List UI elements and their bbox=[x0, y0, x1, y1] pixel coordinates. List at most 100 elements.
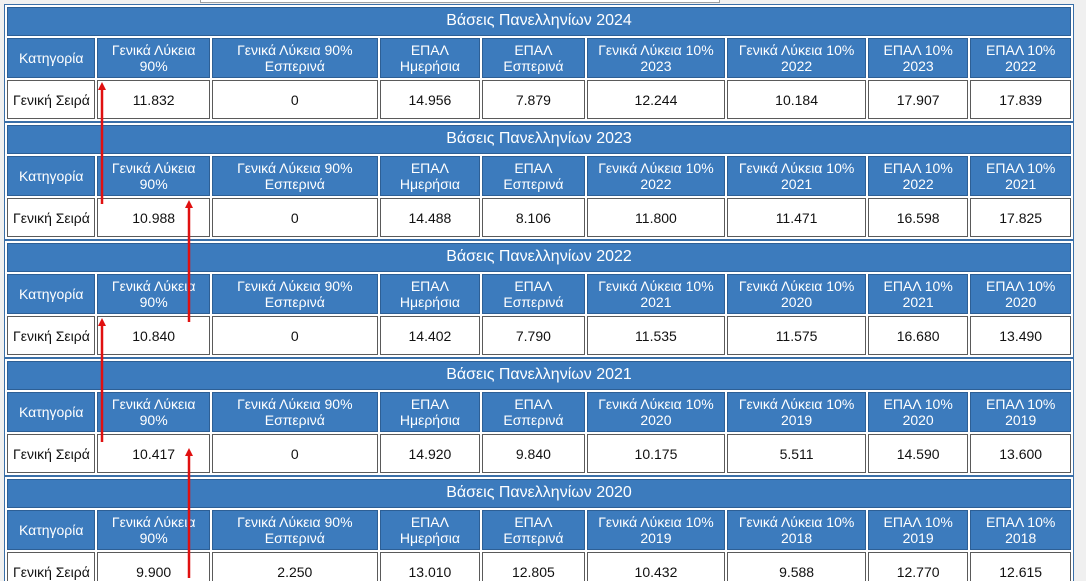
column-header: ΕΠΑΛ 10% 2020 bbox=[970, 273, 1071, 315]
value-cell: 10.432 bbox=[586, 552, 726, 581]
column-header-label: ΕΠΑΛ Ημερήσια bbox=[399, 277, 460, 310]
value-cell: 13.010 bbox=[379, 552, 481, 581]
category-cell: Γενική Σειρά bbox=[7, 316, 96, 355]
value-cell: 5.511 bbox=[727, 434, 866, 473]
column-header-year: 2021 bbox=[640, 293, 672, 310]
column-header-label: Γενικά Λύκεια 10% bbox=[738, 159, 855, 176]
column-header: Γενικά Λύκεια 90% Εσπερινά bbox=[211, 155, 378, 197]
column-header-label: ΕΠΑΛ Ημερήσια bbox=[399, 159, 460, 192]
column-header: ΕΠΑΛ 10% 2023 bbox=[867, 37, 969, 79]
value-cell: 7.879 bbox=[482, 80, 585, 119]
column-header: Γενικά Λύκεια 10% 2022 bbox=[727, 37, 866, 79]
column-header: ΕΠΑΛ 10% 2019 bbox=[970, 391, 1071, 433]
table-title: Βάσεις Πανελληνίων 2022 bbox=[7, 243, 1071, 272]
value-cell: 16.680 bbox=[867, 316, 969, 355]
table-row: Γενική Σειρά 11.832 0 14.956 7.879 12.244 10.1… bbox=[7, 80, 1071, 119]
column-header: ΕΠΑΛ 10% 2022 bbox=[970, 37, 1071, 79]
column-header: Γενικά Λύκεια 10% 2023 bbox=[586, 37, 726, 79]
value-cell: 11.832 bbox=[97, 80, 210, 119]
column-header: ΕΠΑΛ Ημερήσια bbox=[379, 273, 481, 315]
column-header-year: 2019 bbox=[902, 529, 934, 546]
value-cell: 17.839 bbox=[970, 80, 1071, 119]
column-header-label: Γενικά Λύκεια 90% bbox=[111, 395, 196, 428]
column-header-label: ΕΠΑΛ Εσπερινά bbox=[503, 159, 564, 192]
table-row: Γενική Σειρά 10.988 0 14.488 8.106 11.800 11.4… bbox=[7, 198, 1071, 237]
column-header-year: 2020 bbox=[781, 293, 813, 310]
value-cell: 13.490 bbox=[970, 316, 1071, 355]
column-header-year: 2023 bbox=[640, 57, 672, 74]
results-block: Βάσεις Πανελληνίων 2023 Κατηγορία Γενικά Λ… bbox=[4, 122, 1074, 240]
column-header-label: ΕΠΑΛ Εσπερινά bbox=[503, 277, 564, 310]
value-cell: 12.244 bbox=[586, 80, 726, 119]
value-cell: 8.106 bbox=[482, 198, 585, 237]
column-header-year: 2020 bbox=[902, 411, 934, 428]
column-header-label: ΕΠΑΛ 10% bbox=[986, 277, 1056, 294]
value-cell: 14.920 bbox=[379, 434, 481, 473]
value-cell: 16.598 bbox=[867, 198, 969, 237]
column-header: ΕΠΑΛ Ημερήσια bbox=[379, 509, 481, 551]
column-header-label: Γενικά Λύκεια 10% bbox=[598, 395, 714, 412]
column-header: ΕΠΑΛ 10% 2019 bbox=[867, 509, 969, 551]
column-header: Γενικά Λύκεια 10% 2022 bbox=[586, 155, 726, 197]
column-header-label: ΕΠΑΛ 10% bbox=[986, 41, 1056, 58]
column-header-year: 2019 bbox=[781, 411, 813, 428]
value-cell: 11.800 bbox=[586, 198, 726, 237]
results-block: Βάσεις Πανελληνίων 2021 Κατηγορία Γενικά Λ… bbox=[4, 358, 1074, 476]
value-cell: 11.575 bbox=[727, 316, 866, 355]
top-scroll-bar bbox=[200, 0, 720, 3]
column-header: Γενικά Λύκεια 90% bbox=[97, 391, 210, 433]
column-header-year: 2023 bbox=[902, 57, 934, 74]
value-cell: 10.840 bbox=[97, 316, 210, 355]
column-header: Κατηγορία bbox=[7, 155, 96, 197]
category-cell: Γενική Σειρά bbox=[7, 80, 96, 119]
category-cell: Γενική Σειρά bbox=[7, 434, 96, 473]
value-cell: 12.615 bbox=[970, 552, 1071, 581]
column-header-label: ΕΠΑΛ Ημερήσια bbox=[399, 41, 460, 74]
column-header-label: ΕΠΑΛ Εσπερινά bbox=[503, 41, 564, 74]
column-header-label: Γενικά Λύκεια 90% Εσπερινά bbox=[237, 513, 353, 546]
column-header-year: 2018 bbox=[1005, 529, 1037, 546]
column-header: Γενικά Λύκεια 90% bbox=[97, 509, 210, 551]
column-header-label: Γενικά Λύκεια 90% Εσπερινά bbox=[237, 395, 353, 428]
column-header-label: Γενικά Λύκεια 10% bbox=[738, 513, 855, 530]
column-header-label: ΕΠΑΛ Εσπερινά bbox=[503, 395, 564, 428]
value-cell: 0 bbox=[211, 198, 378, 237]
column-header-year: 2022 bbox=[781, 57, 813, 74]
value-cell: 14.488 bbox=[379, 198, 481, 237]
column-header-label: Κατηγορία bbox=[18, 49, 84, 66]
column-header: ΕΠΑΛ Εσπερινά bbox=[482, 37, 585, 79]
column-header-year: 2018 bbox=[781, 529, 813, 546]
category-cell: Γενική Σειρά bbox=[7, 552, 96, 581]
column-header-label: ΕΠΑΛ 10% bbox=[883, 159, 953, 176]
column-header-label: Γενικά Λύκεια 10% bbox=[738, 395, 855, 412]
column-header-label: Γενικά Λύκεια 90% bbox=[111, 41, 196, 74]
column-header-label: Γενικά Λύκεια 10% bbox=[738, 41, 855, 58]
column-header-year: 2021 bbox=[902, 293, 934, 310]
value-cell: 13.600 bbox=[970, 434, 1071, 473]
results-table: Βάσεις Πανελληνίων 2024 Κατηγορία Γενικά Λ… bbox=[5, 5, 1073, 121]
column-header-label: Κατηγορία bbox=[18, 285, 84, 302]
column-header: Κατηγορία bbox=[7, 509, 96, 551]
results-table: Βάσεις Πανελληνίων 2020 Κατηγορία Γενικά Λ… bbox=[5, 477, 1073, 581]
results-table: Βάσεις Πανελληνίων 2023 Κατηγορία Γενικά Λ… bbox=[5, 123, 1073, 239]
column-header: Γενικά Λύκεια 90% bbox=[97, 155, 210, 197]
column-header-year: 2019 bbox=[640, 529, 672, 546]
column-header-label: Γενικά Λύκεια 90% bbox=[111, 159, 196, 192]
table-row: Γενική Σειρά 10.840 0 14.402 7.790 11.535 11.5… bbox=[7, 316, 1071, 355]
column-header: ΕΠΑΛ Εσπερινά bbox=[482, 391, 585, 433]
results-block: Βάσεις Πανελληνίων 2024 Κατηγορία Γενικά Λ… bbox=[4, 4, 1074, 122]
value-cell: 10.175 bbox=[586, 434, 726, 473]
column-header-label: ΕΠΑΛ 10% bbox=[986, 159, 1056, 176]
column-header-label: Κατηγορία bbox=[18, 403, 84, 420]
value-cell: 9.840 bbox=[482, 434, 585, 473]
value-cell: 14.590 bbox=[867, 434, 969, 473]
value-cell: 7.790 bbox=[482, 316, 585, 355]
value-cell: 0 bbox=[211, 434, 378, 473]
value-cell: 9.588 bbox=[727, 552, 866, 581]
column-header-label: Γενικά Λύκεια 10% bbox=[598, 277, 714, 294]
column-header-label: ΕΠΑΛ 10% bbox=[883, 277, 953, 294]
column-header-year: 2021 bbox=[1005, 175, 1037, 192]
value-cell: 0 bbox=[211, 316, 378, 355]
column-header: ΕΠΑΛ 10% 2021 bbox=[970, 155, 1071, 197]
